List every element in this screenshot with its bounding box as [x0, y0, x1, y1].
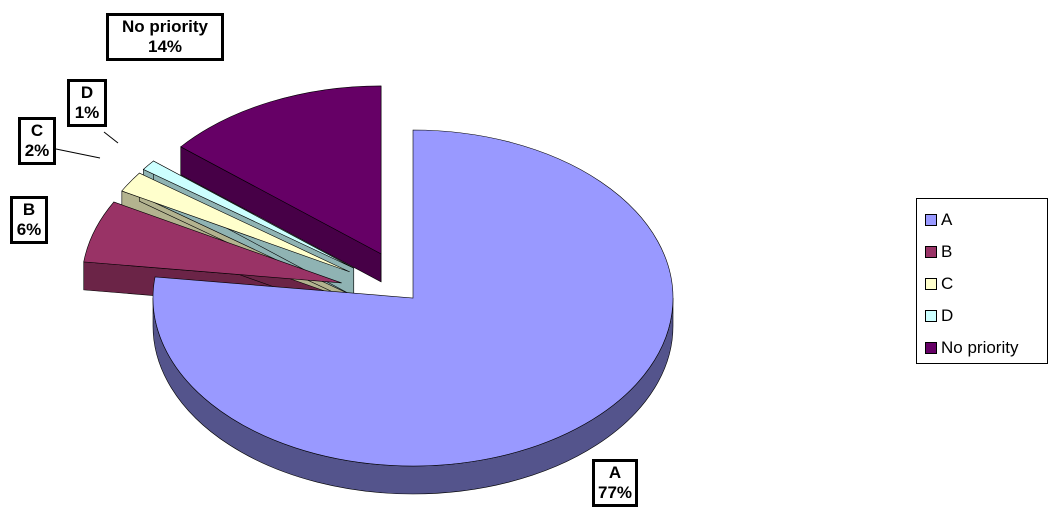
data-label-a-category: A: [608, 463, 622, 482]
legend-label-no-priority: No priority: [941, 338, 1019, 357]
data-label-no-priority: No priority 14%: [106, 13, 224, 61]
legend-label-b: B: [941, 242, 953, 261]
chart-legend: A B C D No priority: [916, 198, 1048, 364]
leader-line-d: [103, 131, 119, 144]
pie-slice-a: [152, 129, 674, 467]
data-label-b-category: B: [22, 200, 36, 219]
data-label-d-category: D: [80, 83, 94, 102]
pie-slice-b: [83, 201, 342, 284]
legend-item-a: A: [925, 204, 1047, 236]
legend-item-no-priority: No priority: [925, 332, 1047, 364]
legend-swatch-a: [925, 214, 937, 226]
pie-slice-no-priority: [180, 85, 382, 255]
legend-item-c: C: [925, 268, 1047, 300]
pie-tops: [83, 85, 674, 467]
pie-slice-c: [121, 172, 350, 273]
pie-slice-d: [142, 160, 354, 269]
data-label-d-value: 1%: [74, 103, 100, 122]
data-label-c-category: C: [30, 121, 44, 140]
data-label-b: B 6%: [10, 196, 48, 244]
legend-label-c: C: [941, 274, 954, 293]
data-label-a: A 77%: [592, 459, 638, 507]
legend-item-b: B: [925, 236, 1047, 268]
data-label-no-priority-category: No priority: [122, 17, 208, 36]
data-label-c: C 2%: [18, 117, 56, 165]
leader-line-c: [55, 148, 101, 159]
legend-swatch-c: [925, 278, 937, 290]
data-label-d: D 1%: [67, 79, 107, 127]
legend-item-d: D: [925, 300, 1047, 332]
legend-label-d: D: [941, 306, 954, 325]
data-label-b-value: 6%: [16, 220, 42, 239]
data-label-no-priority-value: 14%: [147, 37, 183, 56]
legend-label-a: A: [941, 210, 953, 229]
legend-swatch-no-priority: [925, 342, 937, 354]
data-label-a-value: 77%: [598, 483, 633, 502]
data-label-c-value: 2%: [24, 141, 50, 160]
legend-swatch-b: [925, 246, 937, 258]
legend-swatch-d: [925, 310, 937, 322]
